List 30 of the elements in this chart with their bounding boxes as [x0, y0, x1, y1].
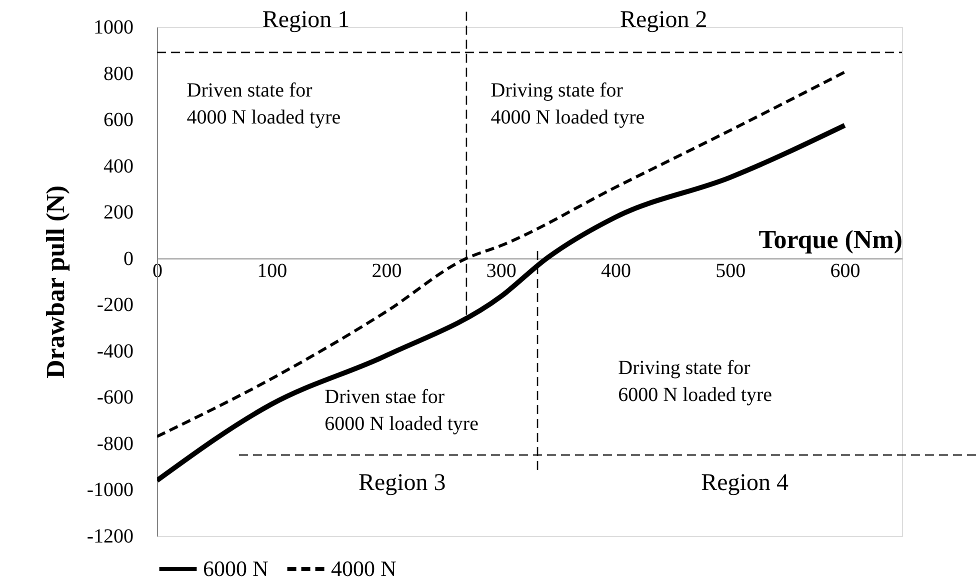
y-tick-label: 600 — [104, 109, 134, 132]
x-axis-title: Torque (Nm) — [758, 224, 902, 254]
y-axis-title: Drawbar pull (N) — [40, 185, 70, 379]
x-tick-label: 500 — [716, 260, 746, 282]
y-tick-label: -200 — [96, 294, 134, 316]
annotation: Driving state for 6000 N loaded tyre — [618, 357, 772, 406]
y-tick-label: -800 — [96, 432, 134, 455]
legend-label: 6000 N — [203, 556, 268, 581]
y-tick-label: 800 — [104, 62, 134, 85]
y-tick-label: 1000 — [94, 16, 134, 38]
x-tick-label: 400 — [600, 260, 631, 282]
x-tick-label: 100 — [257, 260, 288, 282]
x-tick-label: 600 — [830, 260, 860, 282]
y-tick-label: -1200 — [86, 526, 134, 548]
annotation: Region 4 — [701, 470, 788, 496]
legend-label: 4000 N — [331, 556, 396, 581]
y-tick-label: -400 — [96, 340, 134, 362]
x-tick-label: 300 — [486, 260, 516, 282]
x-tick-label: 200 — [372, 260, 402, 282]
annotation: Driving state for 4000 N loaded tyre — [490, 80, 645, 129]
x-tick-label: 0 — [152, 260, 162, 282]
y-tick-label: -600 — [96, 386, 134, 409]
y-tick-label: -1000 — [86, 479, 134, 502]
annotation: Region 2 — [620, 6, 708, 33]
annotation: Region 1 — [262, 6, 350, 33]
annotation: Driven stae for 6000 N loaded tyre — [324, 386, 479, 436]
annotation: Region 3 — [358, 470, 446, 496]
annotation: Driven state for 4000 N loaded tyre — [186, 80, 341, 129]
y-tick-label: 400 — [104, 155, 134, 178]
y-tick-label: 200 — [104, 202, 134, 224]
